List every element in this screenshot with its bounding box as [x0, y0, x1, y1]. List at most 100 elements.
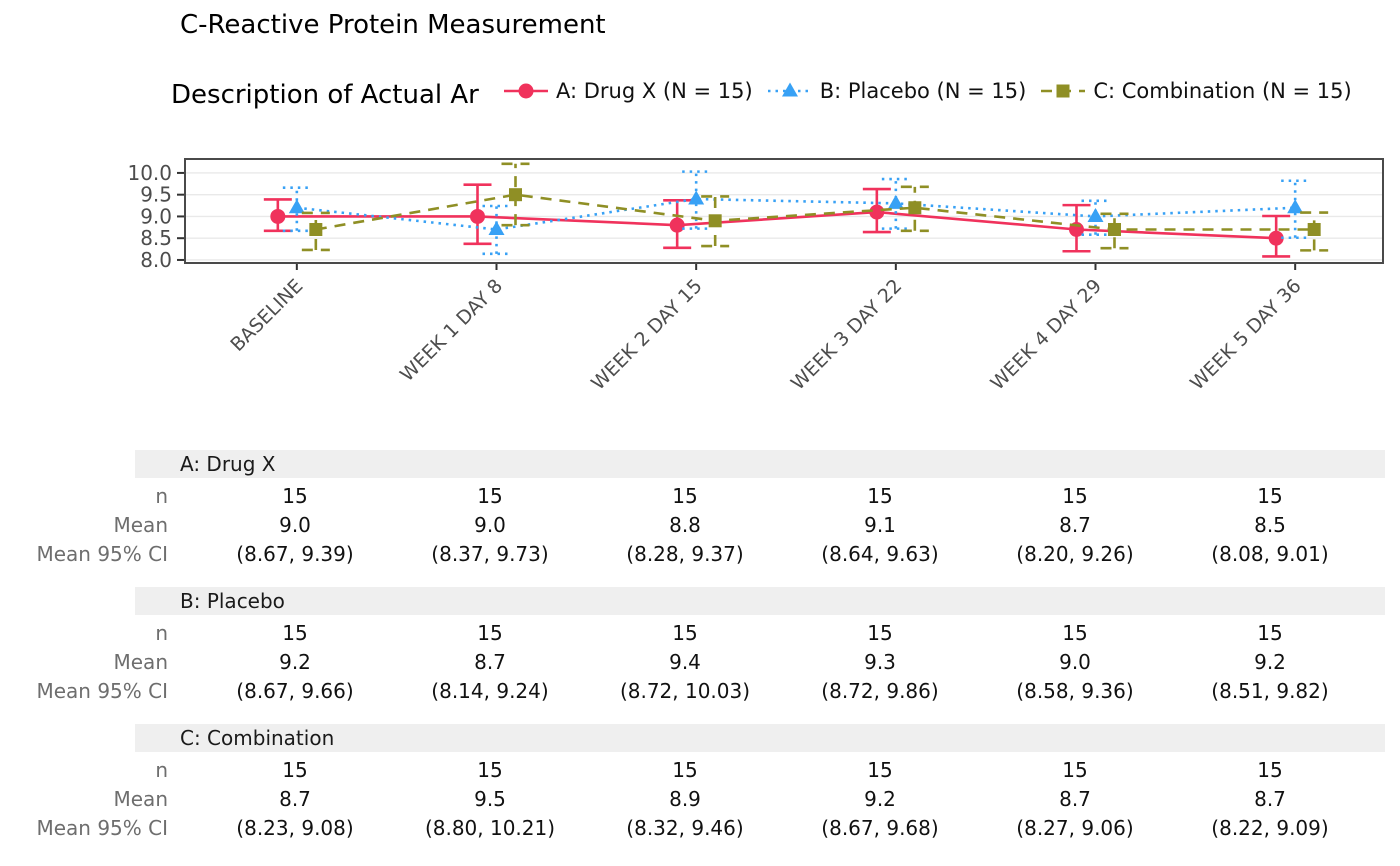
chart-subtitle: Description of Actual Ar	[171, 80, 479, 110]
triangle-legend-key-icon	[767, 82, 812, 97]
table-cell-n: 15	[672, 758, 698, 782]
arm-section-b: B: Placebo n 15 15 15 15 15 15 Mean 9.2 8.7 9.4 9.3 9…	[0, 587, 1400, 706]
table-cell-n: 15	[1257, 758, 1283, 782]
table-row-ci: Mean 95% CI (8.67, 9.66) (8.14, 9.24) (8.72…	[0, 677, 1400, 706]
table-cell-n: 15	[282, 621, 308, 645]
table-cell-ci: (8.80, 10.21)	[424, 816, 556, 840]
row-label: Mean 95% CI	[36, 542, 168, 566]
square-marker-icon	[1307, 222, 1321, 236]
table-row-ci: Mean 95% CI (8.67, 9.39) (8.37, 9.73) (8.28…	[0, 540, 1400, 569]
table-cell-ci: (8.58, 9.36)	[1016, 679, 1134, 703]
table-cell-ci: (8.67, 9.66)	[236, 679, 354, 703]
circle-marker-icon	[518, 83, 534, 99]
table-cell-n: 15	[282, 484, 308, 508]
arm-section-a: A: Drug X n 15 15 15 15 15 15 Mean 9.0 9.0 8.8 9.1 8.…	[0, 450, 1400, 569]
table-cell-mean: 8.7	[1059, 513, 1091, 537]
y-tick-label: 8.0	[140, 248, 172, 272]
triangle-marker-icon	[488, 220, 505, 235]
legend-label: B: Placebo (N = 15)	[819, 79, 1027, 103]
series-combination	[301, 162, 1329, 252]
row-label: n	[155, 758, 168, 782]
table-cell-n: 15	[867, 621, 893, 645]
row-label: Mean	[113, 650, 169, 674]
table-cell-n: 15	[867, 484, 893, 508]
table-cell-n: 15	[1257, 484, 1283, 508]
table-cell-n: 15	[1062, 621, 1088, 645]
chart-legend: A: Drug X (N = 15) B: Placebo (N = 15) C: …	[503, 79, 1400, 103]
table-cell-ci: (8.27, 9.06)	[1016, 816, 1134, 840]
square-marker-icon	[908, 201, 922, 215]
circle-marker-icon	[669, 217, 685, 233]
table-cell-ci: (8.28, 9.37)	[626, 542, 744, 566]
table-row-n: n 15 15 15 15 15 15	[0, 756, 1400, 785]
triangle-marker-icon	[288, 199, 305, 214]
series-line	[315, 193, 1315, 231]
triangle-marker-icon	[781, 82, 798, 97]
x-tick-label: WEEK 2 DAY 15	[587, 275, 707, 395]
legend-item-b: B: Placebo (N = 15)	[767, 79, 1027, 103]
y-tick-label: 10.0	[127, 161, 172, 185]
table-cell-n: 15	[477, 758, 503, 782]
y-tick-label: 9.0	[140, 204, 172, 228]
row-label: Mean	[113, 787, 169, 811]
triangle-marker-icon	[887, 194, 904, 209]
y-tick-label: 8.5	[140, 226, 172, 250]
triangle-marker-icon	[1287, 199, 1304, 214]
arm-section-header: A: Drug X	[135, 450, 1385, 478]
table-cell-n: 15	[672, 621, 698, 645]
arm-section-header: B: Placebo	[135, 587, 1385, 615]
table-cell-mean: 9.2	[864, 787, 896, 811]
x-tick-label: WEEK 4 DAY 29	[986, 275, 1106, 395]
series-placebo	[282, 170, 1310, 256]
plot-border	[184, 158, 1384, 264]
table-cell-n: 15	[672, 484, 698, 508]
row-label: n	[155, 484, 168, 508]
table-cell-n: 15	[1062, 758, 1088, 782]
table-row-ci: Mean 95% CI (8.23, 9.08) (8.80, 10.21) (8.3…	[0, 814, 1400, 843]
table-cell-ci: (8.64, 9.63)	[821, 542, 939, 566]
table-cell-ci: (8.32, 9.46)	[626, 816, 744, 840]
table-cell-n: 15	[1062, 484, 1088, 508]
table-cell-ci: (8.72, 10.03)	[619, 679, 751, 703]
table-row-mean: Mean 9.0 9.0 8.8 9.1 8.7 8.5	[0, 511, 1400, 540]
table-cell-mean: 8.7	[474, 650, 506, 674]
legend-item-c: C: Combination (N = 15)	[1040, 79, 1352, 103]
table-cell-mean: 8.8	[669, 513, 701, 537]
triangle-marker-icon	[1087, 207, 1104, 222]
table-row-mean: Mean 9.2 8.7 9.4 9.3 9.0 9.2	[0, 648, 1400, 677]
table-cell-mean: 8.7	[1059, 787, 1091, 811]
table-row-mean: Mean 8.7 9.5 8.9 9.2 8.7 8.7	[0, 785, 1400, 814]
table-cell-ci: (8.22, 9.09)	[1211, 816, 1329, 840]
square-marker-icon	[309, 222, 323, 236]
table-cell-mean: 8.7	[279, 787, 311, 811]
row-label: Mean	[113, 513, 169, 537]
x-tick-label: BASELINE	[226, 275, 307, 356]
table-cell-ci: (8.23, 9.08)	[236, 816, 354, 840]
row-label: n	[155, 621, 168, 645]
chart-title: C-Reactive Protein Measurement	[180, 10, 606, 40]
table-cell-mean: 8.5	[1254, 513, 1286, 537]
circle-marker-icon	[1268, 230, 1284, 246]
square-marker-icon	[1108, 222, 1121, 236]
table-cell-ci: (8.67, 9.39)	[236, 542, 354, 566]
table-cell-mean: 8.9	[669, 787, 701, 811]
table-cell-n: 15	[282, 758, 308, 782]
table-cell-n: 15	[867, 758, 893, 782]
circle-legend-key-icon	[504, 83, 548, 99]
table-cell-mean: 8.7	[1254, 787, 1286, 811]
legend-item-a: A: Drug X (N = 15)	[503, 79, 753, 103]
table-cell-mean: 9.0	[279, 513, 311, 537]
table-cell-mean: 9.0	[1059, 650, 1091, 674]
table-row-n: n 15 15 15 15 15 15	[0, 619, 1400, 648]
table-cell-n: 15	[1257, 621, 1283, 645]
circle-marker-icon	[270, 208, 286, 224]
table-cell-mean: 9.1	[864, 513, 896, 537]
x-tick-label: WEEK 5 DAY 36	[1186, 275, 1306, 395]
crp-errorbar-line-chart: 8.08.59.09.510.0 BASELINE WEEK 1 DAY 8 WEEK…	[127, 158, 1384, 395]
series-line	[296, 197, 1296, 231]
square-marker-icon	[1056, 84, 1070, 98]
table-cell-mean: 9.4	[669, 650, 701, 674]
table-cell-mean: 9.2	[279, 650, 311, 674]
arm-section-header: C: Combination	[135, 724, 1385, 752]
row-label: Mean 95% CI	[36, 816, 168, 840]
